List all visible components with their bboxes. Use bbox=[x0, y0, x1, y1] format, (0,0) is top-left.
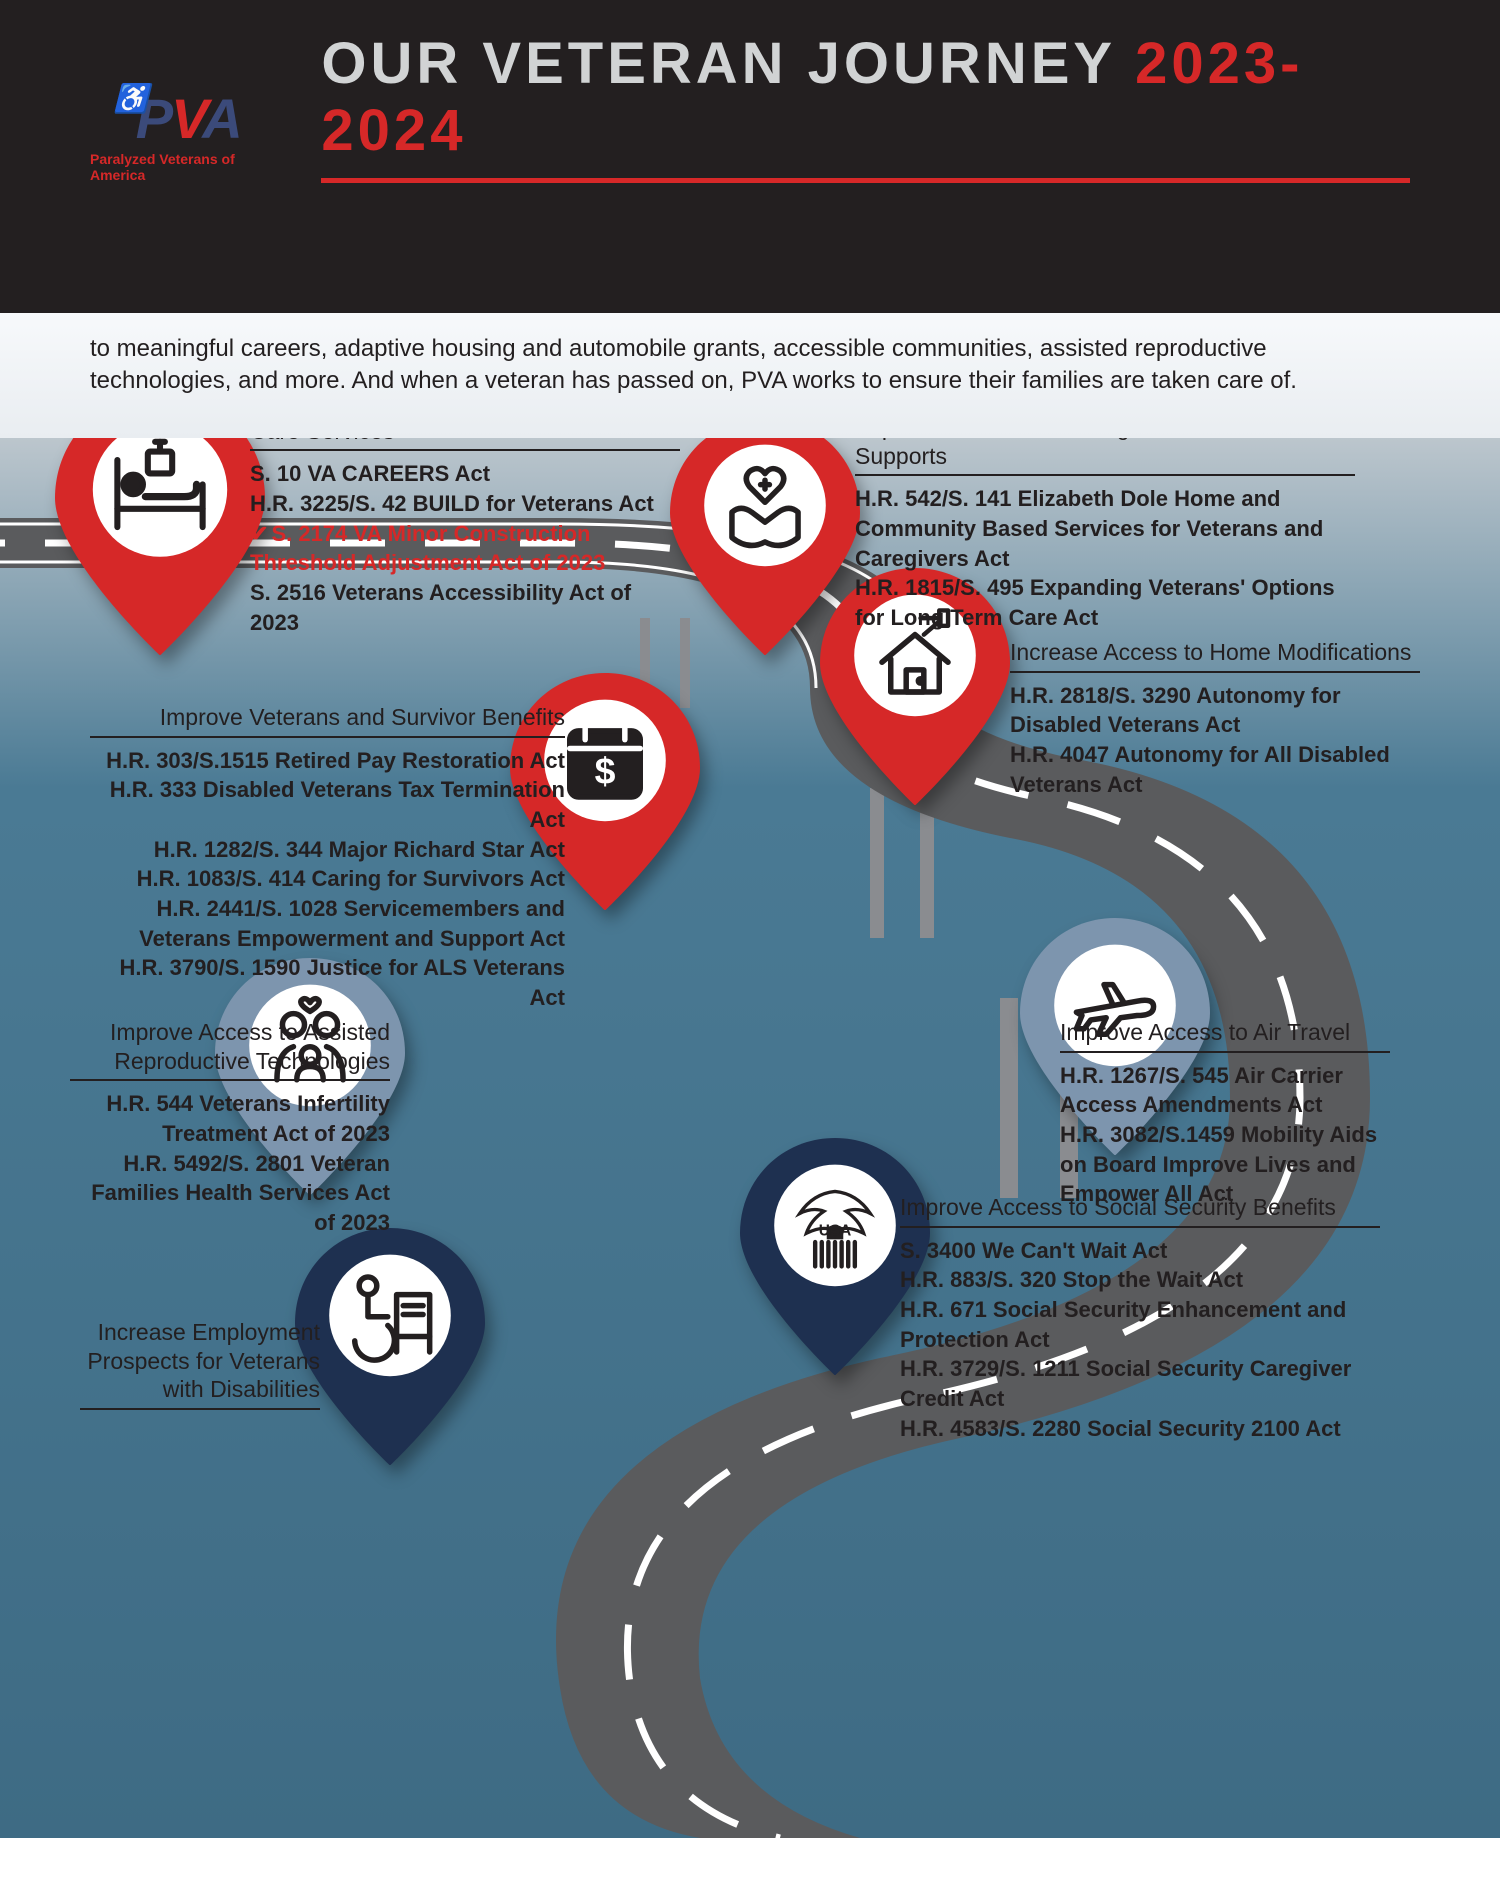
legislation-item: H.R. 1267/S. 545 Air Carrier Access Amen… bbox=[1060, 1061, 1390, 1120]
legislation-item: H.R. 3790/S. 1590 Justice for ALS Vetera… bbox=[90, 953, 565, 1012]
section-repro: Improve Access to Assisted Reproductive … bbox=[70, 1018, 390, 1238]
svg-text:$: $ bbox=[595, 749, 616, 791]
legislation-item: H.R. 542/S. 141 Elizabeth Dole Home and … bbox=[855, 484, 1355, 573]
section-heading: Expand Access to VA Long-Term Services a… bbox=[855, 438, 1355, 477]
section-heading: Improve Access to Air Travel bbox=[1060, 1018, 1390, 1053]
legislation-item: H.R. 333 Disabled Veterans Tax Terminati… bbox=[90, 775, 565, 834]
legislation-item: H.R. 1815/S. 495 Expanding Veterans' Opt… bbox=[855, 573, 1355, 632]
legislation-item: S. 2516 Veterans Accessibility Act of 20… bbox=[250, 578, 680, 637]
legislation-item: H.R. 4047 Autonomy for All Disabled Vete… bbox=[1010, 740, 1420, 799]
section-longterm: Expand Access to VA Long-Term Services a… bbox=[855, 438, 1355, 633]
care-hands-icon bbox=[710, 438, 820, 575]
section-employ: Increase Employment Prospects for Vetera… bbox=[80, 1318, 320, 1418]
legislation-item: H.R. 2441/S. 1028 Servicemembers and Vet… bbox=[90, 894, 565, 953]
title-underline bbox=[321, 178, 1410, 183]
section-home: Increase Access to Home Modifications H.R… bbox=[1010, 638, 1420, 800]
legislation-item: H.R. 3729/S. 1211 Social Security Caregi… bbox=[900, 1354, 1380, 1413]
legislation-item: H.R. 303/S.1515 Retired Pay Restoration … bbox=[90, 746, 565, 776]
section-benefits: Improve Veterans and Survivor Benefits H.… bbox=[90, 703, 565, 1013]
logo-subtitle: Paralyzed Veterans of America bbox=[90, 151, 286, 183]
legislation-item: H.R. 1083/S. 414 Caring for Survivors Ac… bbox=[90, 864, 565, 894]
legislation-item: S. 10 VA CAREERS Act bbox=[250, 459, 680, 489]
page-title: OUR VETERAN JOURNEY 2023-2024 bbox=[321, 30, 1410, 183]
section-heading: Increase Employment Prospects for Vetera… bbox=[80, 1318, 320, 1410]
svg-text:USA: USA bbox=[819, 1222, 852, 1239]
usa-eagle-icon: USA bbox=[780, 1157, 890, 1295]
legislation-item: H.R. 2818/S. 3290 Autonomy for Disabled … bbox=[1010, 681, 1420, 740]
section-ssa: Improve Access to Social Security Benefi… bbox=[900, 1193, 1380, 1444]
legislation-item: H.R. 5492/S. 2801 Veteran Families Healt… bbox=[70, 1149, 390, 1238]
intro-paragraph: to meaningful careers, adaptive housing … bbox=[0, 313, 1500, 438]
map-pin-health bbox=[55, 438, 265, 656]
section-heading: Improve Access to Assisted Reproductive … bbox=[70, 1018, 390, 1082]
section-heading: Improve Veterans and Survivor Benefits bbox=[90, 703, 565, 738]
section-heading: Protect Access to VA's Specialized Healt… bbox=[250, 438, 680, 452]
road-map: $ USA Protect Access to VA's Specialized… bbox=[0, 438, 1500, 1838]
legislation-item: ✔S. 2174 VA Minor Construction Threshold… bbox=[250, 519, 680, 578]
calendar-dollar-icon: $ bbox=[550, 692, 660, 830]
legislation-item: H.R. 3225/S. 42 BUILD for Veterans Act bbox=[250, 489, 680, 519]
section-heading: Increase Access to Home Modifications bbox=[1010, 638, 1420, 673]
legislation-item: H.R. 671 Social Security Enhancement and… bbox=[900, 1295, 1380, 1354]
section-heading: Improve Access to Social Security Benefi… bbox=[900, 1193, 1380, 1228]
logo-row: ♿ PVA Paralyzed Veterans of America OUR … bbox=[90, 30, 1410, 183]
legislation-item: H.R. 883/S. 320 Stop the Wait Act bbox=[900, 1265, 1380, 1295]
pva-logo: ♿ PVA Paralyzed Veterans of America bbox=[90, 91, 286, 183]
legislation-item: S. 3400 We Can't Wait Act bbox=[900, 1236, 1380, 1266]
legislation-item: H.R. 544 Veterans Infertility Treatment … bbox=[70, 1089, 390, 1148]
section-health: Protect Access to VA's Specialized Healt… bbox=[250, 438, 680, 638]
wheelchair-desk-icon bbox=[335, 1247, 445, 1385]
legislation-item: H.R. 4583/S. 2280 Social Security 2100 A… bbox=[900, 1414, 1380, 1444]
map-pin-employ bbox=[295, 1228, 485, 1466]
legislation-item: H.R. 1282/S. 344 Major Richard Star Act bbox=[90, 835, 565, 865]
header: ♿ PVA Paralyzed Veterans of America OUR … bbox=[0, 0, 1500, 313]
logo-text: ♿ PVA bbox=[136, 91, 241, 147]
hospital-bed-icon bbox=[99, 438, 221, 567]
section-air: Improve Access to Air Travel H.R. 1267/S.… bbox=[1060, 1018, 1390, 1209]
